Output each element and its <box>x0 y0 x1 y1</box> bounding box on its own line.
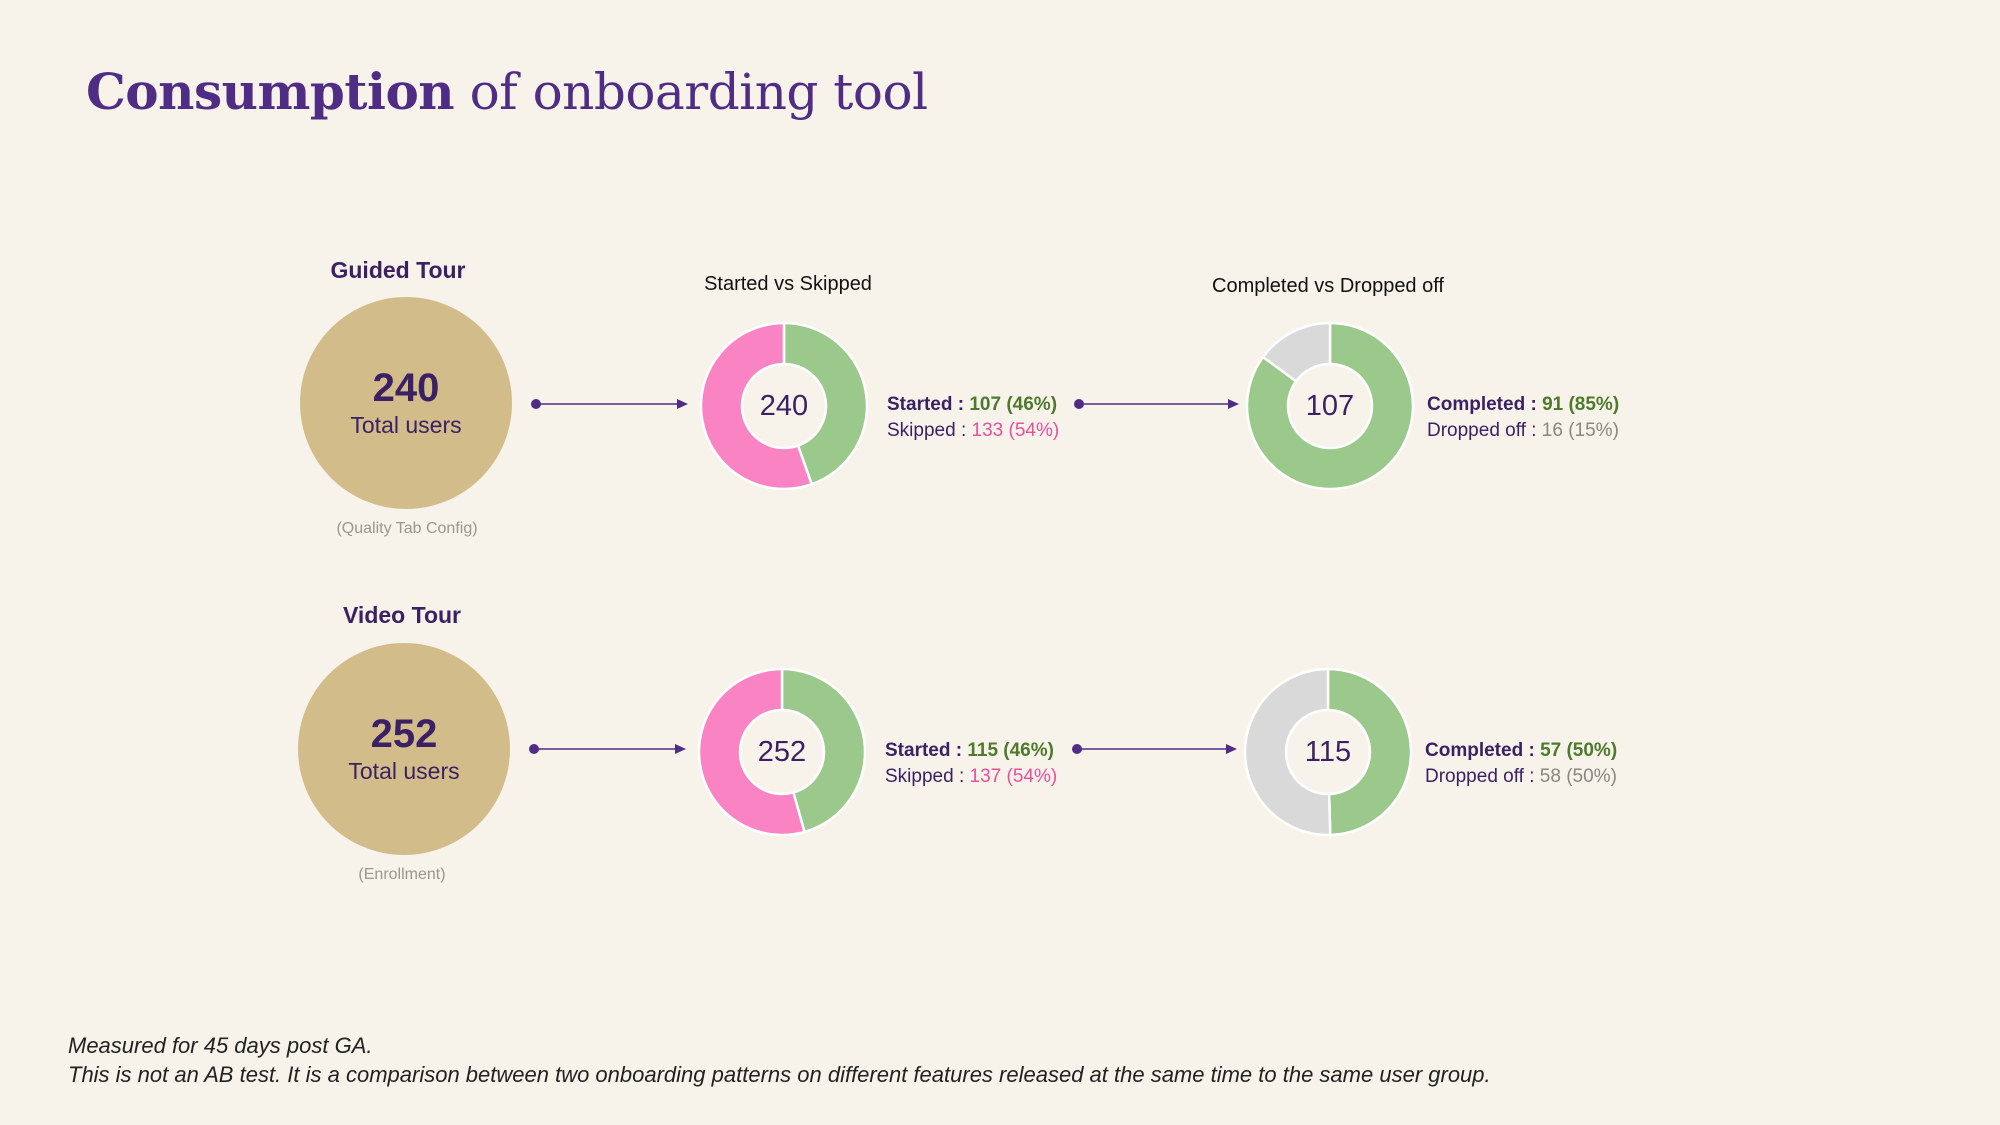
donut-slice-started <box>780 667 867 834</box>
legend-value-skipped: 133 (54%) <box>971 420 1060 441</box>
legend-value-dropped: 58 (50%) <box>1539 766 1617 787</box>
arrow-head <box>677 399 688 409</box>
legend-value-completed: 57 (50%) <box>1540 740 1618 761</box>
legend-item-completed: Completed : 57 (50%) <box>1425 738 1617 764</box>
total-users-value: 252 <box>370 712 438 756</box>
legend-item-started: Started : 107 (46%) <box>887 392 1059 418</box>
group-note-guided-tour: (Quality Tab Config) <box>336 520 478 537</box>
legend-label-dropped: Dropped off : <box>1425 766 1535 787</box>
legend-item-skipped: Skipped : 137 (54%) <box>885 764 1057 790</box>
donut-slice-completed <box>1326 667 1413 837</box>
legend-label-completed: Completed : <box>1427 394 1537 415</box>
donut-chart-video-completed-dropped: 115 <box>1243 667 1413 837</box>
total-users-circle-video-tour: 252 Total users <box>298 643 510 855</box>
legend-item-dropped: Dropped off : 58 (50%) <box>1425 764 1617 790</box>
legend-video-completed-dropped: Completed : 57 (50%) Dropped off : 58 (5… <box>1425 738 1617 790</box>
legend-guided-started-skipped: Started : 107 (46%) Skipped : 133 (54%) <box>887 392 1059 444</box>
donut-chart-video-started-skipped: 252 <box>697 667 867 837</box>
legend-item-completed: Completed : 91 (85%) <box>1427 392 1619 418</box>
total-users-circle-guided-tour: 240 Total users <box>300 297 512 509</box>
donut-slice-dropped-off <box>1243 667 1332 837</box>
arrow-head <box>675 744 686 754</box>
legend-item-started: Started : 115 (46%) <box>885 738 1057 764</box>
footnote-not-ab-test: This is not an AB test. It is a comparis… <box>68 1062 1491 1087</box>
legend-item-dropped: Dropped off : 16 (15%) <box>1427 418 1619 444</box>
legend-value-completed: 91 (85%) <box>1542 394 1620 415</box>
group-note-video-tour: (Enrollment) <box>358 866 446 883</box>
legend-value-started: 115 (46%) <box>967 740 1054 761</box>
legend-item-skipped: Skipped : 133 (54%) <box>887 418 1059 444</box>
page-title-bold: Consumption <box>86 62 455 121</box>
chart-title-completed-vs-dropped: Completed vs Dropped off <box>1212 275 1444 297</box>
legend-label-dropped: Dropped off : <box>1427 420 1537 441</box>
flow-arrow-guided-total-to-started <box>531 399 688 409</box>
flow-arrow-video-total-to-started <box>529 744 686 754</box>
legend-label-started: Started : <box>885 740 963 761</box>
page-title: Consumption of onboarding tool <box>86 62 928 121</box>
footnote-measured: Measured for 45 days post GA. <box>68 1033 373 1058</box>
total-users-label: Total users <box>348 758 460 784</box>
donut-slice-skipped <box>697 667 807 837</box>
group-title-guided-tour: Guided Tour <box>330 257 466 283</box>
total-users-label: Total users <box>350 412 462 438</box>
donut-slice-completed <box>1245 321 1415 491</box>
legend-value-dropped: 16 (15%) <box>1541 420 1619 441</box>
donut-center-value: 107 <box>1306 390 1354 422</box>
total-users-value: 240 <box>372 366 440 410</box>
arrow-head <box>1228 399 1239 409</box>
donut-slice-started <box>782 321 869 486</box>
donut-center-value: 240 <box>760 390 808 422</box>
donut-center-value: 252 <box>758 736 806 768</box>
legend-value-skipped: 137 (54%) <box>969 766 1058 787</box>
donut-center-value: 115 <box>1305 736 1351 768</box>
chart-title-started-vs-skipped: Started vs Skipped <box>704 273 872 295</box>
legend-label-skipped: Skipped : <box>885 766 965 787</box>
legend-guided-completed-dropped: Completed : 91 (85%) Dropped off : 16 (1… <box>1427 392 1619 444</box>
arrow-head <box>1226 744 1237 754</box>
donut-chart-guided-completed-dropped: 107 <box>1245 321 1415 491</box>
page-title-rest: of onboarding tool <box>454 63 929 121</box>
legend-video-started-skipped: Started : 115 (46%) Skipped : 137 (54%) <box>885 738 1057 790</box>
flow-arrow-guided-started-to-completed <box>1074 399 1239 409</box>
donut-slice-dropped-off <box>1261 321 1332 383</box>
donut-slice-skipped <box>699 321 814 491</box>
legend-value-started: 107 (46%) <box>969 394 1058 415</box>
legend-label-started: Started : <box>887 394 965 415</box>
legend-label-completed: Completed : <box>1425 740 1535 761</box>
flow-arrow-video-started-to-completed <box>1072 744 1237 754</box>
legend-label-skipped: Skipped : <box>887 420 967 441</box>
group-title-video-tour: Video Tour <box>343 602 461 628</box>
donut-chart-guided-started-skipped: 240 <box>699 321 869 491</box>
